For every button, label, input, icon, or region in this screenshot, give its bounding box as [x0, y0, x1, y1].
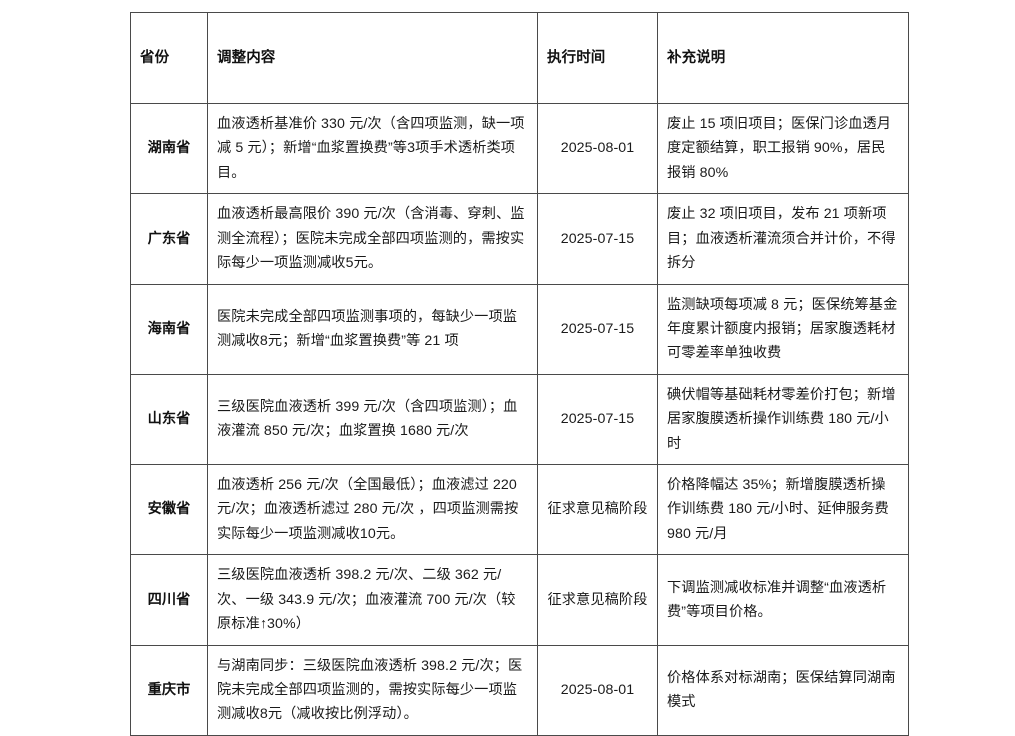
cell-content: 三级医院血液透析 399 元/次（含四项监测）；血液灌流 850 元/次；血浆置… [207, 373, 538, 466]
cell-province: 安徽省 [130, 464, 208, 556]
table-row: 广东省 血液透析最高限价 390 元/次（含消毒、穿刺、监测全流程）；医院未完成… [130, 193, 909, 285]
cell-note: 废止 15 项旧项目；医保门诊血透月度定额结算，职工报销 90%，居民报销 80… [657, 102, 909, 195]
cell-note: 价格降幅达 35%；新增腹膜透析操作训练费 180 元/小时、延伸服务费 980… [657, 464, 909, 556]
table-row: 安徽省 血液透析 256 元/次（全国最低）；血液滤过 220 元/次；血液透析… [130, 464, 909, 556]
cell-note: 价格体系对标湖南；医保结算同湖南模式 [657, 644, 909, 736]
cell-time: 征求意见稿阶段 [537, 554, 658, 646]
table-header-row: 省份 调整内容 执行时间 补充说明 [130, 12, 909, 104]
table-row: 四川省 三级医院血液透析 398.2 元/次、二级 362 元/次、一级 343… [130, 554, 909, 646]
policy-table-container: 省份 调整内容 执行时间 补充说明 湖南省 血液透析基准价 330 元/次（含四… [130, 12, 909, 736]
table-row: 湖南省 血液透析基准价 330 元/次（含四项监测，缺一项减 5 元）；新增“血… [130, 102, 909, 195]
cell-note: 废止 32 项旧项目，发布 21 项新项目；血液透析灌流须合并计价，不得拆分 [657, 193, 909, 285]
cell-time: 2025-07-15 [537, 193, 658, 285]
dialysis-price-policy-table: 省份 调整内容 执行时间 补充说明 湖南省 血液透析基准价 330 元/次（含四… [130, 12, 909, 736]
cell-time: 2025-07-15 [537, 283, 658, 375]
cell-content: 三级医院血液透析 398.2 元/次、二级 362 元/次、一级 343.9 元… [207, 554, 538, 646]
cell-note: 监测缺项每项减 8 元；医保统筹基金年度累计额度内报销；居家腹透耗材可零差率单独… [657, 283, 909, 375]
cell-time: 征求意见稿阶段 [537, 464, 658, 556]
cell-note: 碘伏帽等基础耗材零差价打包；新增居家腹膜透析操作训练费 180 元/小时 [657, 373, 909, 466]
cell-province: 广东省 [130, 193, 208, 285]
column-header-note: 补充说明 [657, 12, 909, 104]
document-page: 省份 调整内容 执行时间 补充说明 湖南省 血液透析基准价 330 元/次（含四… [130, 12, 909, 736]
cell-note: 下调监测减收标准并调整“血液透析费”等项目价格。 [657, 554, 909, 646]
table-header: 省份 调整内容 执行时间 补充说明 [130, 12, 909, 104]
cell-time: 2025-07-15 [537, 373, 658, 466]
cell-province: 海南省 [130, 283, 208, 375]
cell-content: 医院未完成全部四项监测事项的，每缺少一项监测减收8元；新增“血浆置换费”等 21… [207, 283, 538, 375]
table-row: 海南省 医院未完成全部四项监测事项的，每缺少一项监测减收8元；新增“血浆置换费”… [130, 283, 909, 375]
cell-content: 血液透析 256 元/次（全国最低）；血液滤过 220 元/次；血液透析滤过 2… [207, 464, 538, 556]
table-body: 湖南省 血液透析基准价 330 元/次（含四项监测，缺一项减 5 元）；新增“血… [130, 102, 909, 736]
table-row: 山东省 三级医院血液透析 399 元/次（含四项监测）；血液灌流 850 元/次… [130, 373, 909, 466]
column-header-province: 省份 [130, 12, 208, 104]
cell-content: 血液透析最高限价 390 元/次（含消毒、穿刺、监测全流程）；医院未完成全部四项… [207, 193, 538, 285]
cell-province: 四川省 [130, 554, 208, 646]
cell-time: 2025-08-01 [537, 644, 658, 736]
column-header-content: 调整内容 [207, 12, 538, 104]
cell-content: 血液透析基准价 330 元/次（含四项监测，缺一项减 5 元）；新增“血浆置换费… [207, 102, 538, 195]
cell-content: 与湖南同步：三级医院血液透析 398.2 元/次；医院未完成全部四项监测的，需按… [207, 644, 538, 736]
cell-province: 山东省 [130, 373, 208, 466]
column-header-time: 执行时间 [537, 12, 658, 104]
cell-province: 湖南省 [130, 102, 208, 195]
cell-province: 重庆市 [130, 644, 208, 736]
table-row: 重庆市 与湖南同步：三级医院血液透析 398.2 元/次；医院未完成全部四项监测… [130, 644, 909, 736]
cell-time: 2025-08-01 [537, 102, 658, 195]
